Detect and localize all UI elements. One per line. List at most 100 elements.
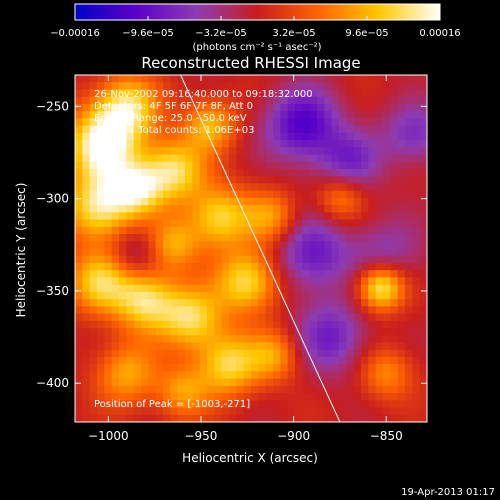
- heatmap-cell: [251, 161, 259, 170]
- heatmap-cell: [390, 132, 399, 141]
- heatmap-cell: [324, 205, 333, 213]
- heatmap-cell: [97, 234, 105, 242]
- heatmap-cell: [221, 262, 230, 271]
- heatmap-cell: [119, 313, 127, 322]
- heatmap-cell: [207, 82, 215, 91]
- heatmap-cell: [390, 103, 399, 112]
- heatmap-cell: [258, 400, 267, 409]
- heatmap-cell: [155, 226, 164, 235]
- heatmap-cell: [346, 132, 355, 141]
- heatmap-cell: [390, 176, 399, 185]
- heatmap-cell: [111, 291, 120, 300]
- heatmap-cell: [243, 284, 252, 293]
- heatmap-cell: [148, 248, 157, 257]
- heatmap-cell: [405, 371, 413, 380]
- heatmap-cell: [302, 103, 311, 112]
- heatmap-cell: [258, 234, 267, 242]
- heatmap-cell: [273, 378, 281, 387]
- heatmap-cell: [412, 364, 421, 372]
- heatmap-cell: [170, 168, 179, 177]
- heatmap-cell: [97, 407, 105, 416]
- heatmap-cell: [324, 118, 333, 127]
- heatmap-cell: [141, 407, 149, 416]
- heatmap-cell: [295, 291, 303, 300]
- heatmap-cell: [339, 371, 347, 380]
- heatmap-cell: [192, 356, 201, 365]
- heatmap-cell: [119, 356, 127, 365]
- heatmap-cell: [405, 320, 413, 329]
- heatmap-cell: [185, 205, 193, 213]
- heatmap-cell: [405, 161, 413, 170]
- heatmap-cell: [287, 400, 296, 409]
- heatmap-cell: [133, 393, 142, 401]
- heatmap-cell: [155, 320, 164, 329]
- heatmap-cell: [412, 161, 421, 170]
- heatmap-cell: [361, 176, 369, 185]
- heatmap-cell: [331, 291, 340, 300]
- heatmap-cell: [324, 154, 333, 163]
- heatmap-cell: [287, 219, 296, 228]
- heatmap-cell: [221, 328, 230, 336]
- heatmap-cell: [273, 407, 281, 416]
- heatmap-cell: [199, 364, 208, 372]
- heatmap-cell: [280, 262, 289, 271]
- heatmap-cell: [390, 364, 399, 372]
- heatmap-cell: [243, 262, 252, 271]
- heatmap-cell: [82, 140, 91, 148]
- heatmap-cell: [346, 335, 355, 344]
- heatmap-cell: [383, 306, 391, 315]
- heatmap-cell: [192, 385, 201, 394]
- heatmap-cell: [368, 393, 377, 401]
- heatmap-cell: [214, 371, 223, 380]
- heatmap-cell: [170, 385, 179, 394]
- heatmap-cell: [405, 176, 413, 185]
- heatmap-cell: [265, 234, 274, 242]
- heatmap-cell: [251, 82, 259, 91]
- heatmap-cell: [192, 161, 201, 170]
- heatmap-cell: [199, 212, 208, 221]
- heatmap-cell: [214, 320, 223, 329]
- heatmap-cell: [302, 118, 311, 127]
- heatmap-cell: [251, 118, 259, 127]
- heatmap-cell: [317, 291, 325, 300]
- heatmap-cell: [419, 335, 427, 344]
- heatmap-cell: [383, 234, 391, 242]
- heatmap-cell: [309, 190, 318, 199]
- heatmap-cell: [287, 284, 296, 293]
- heatmap-cell: [331, 313, 340, 322]
- heatmap-cell: [229, 75, 237, 83]
- heatmap-cell: [419, 378, 427, 387]
- heatmap-cell: [265, 414, 274, 422]
- heatmap-cell: [331, 82, 340, 91]
- heatmap-cell: [104, 342, 113, 351]
- heatmap-cell: [412, 356, 421, 365]
- heatmap-cell: [185, 190, 193, 199]
- heatmap-cell: [265, 75, 274, 83]
- heatmap-cell: [258, 414, 267, 422]
- heatmap-cell: [287, 255, 296, 264]
- annotation-detectors: Detectors: 4F 5F 6F 7F 8F, Att 0: [94, 101, 253, 112]
- heatmap-cell: [170, 197, 179, 206]
- heatmap-cell: [89, 364, 98, 372]
- heatmap-cell: [375, 234, 384, 242]
- heatmap-cell: [133, 103, 142, 112]
- heatmap-cell: [170, 89, 179, 98]
- heatmap-cell: [302, 407, 311, 416]
- heatmap-cell: [353, 320, 362, 329]
- heatmap-cell: [133, 299, 142, 307]
- heatmap-cell: [280, 414, 289, 422]
- heatmap-cell: [302, 197, 311, 206]
- heatmap-cell: [104, 306, 113, 315]
- heatmap-cell: [412, 349, 421, 358]
- heatmap-cell: [221, 248, 230, 257]
- heatmap-cell: [126, 161, 135, 170]
- heatmap-cell: [368, 306, 377, 315]
- heatmap-cell: [192, 320, 201, 329]
- heatmap-cell: [89, 176, 98, 185]
- heatmap-cell: [97, 241, 105, 250]
- colorbar-tick-label: 3.2e−05: [272, 28, 315, 39]
- heatmap-cell: [375, 161, 384, 170]
- heatmap-cell: [353, 364, 362, 372]
- heatmap-cell: [229, 197, 237, 206]
- heatmap-cell: [199, 111, 208, 119]
